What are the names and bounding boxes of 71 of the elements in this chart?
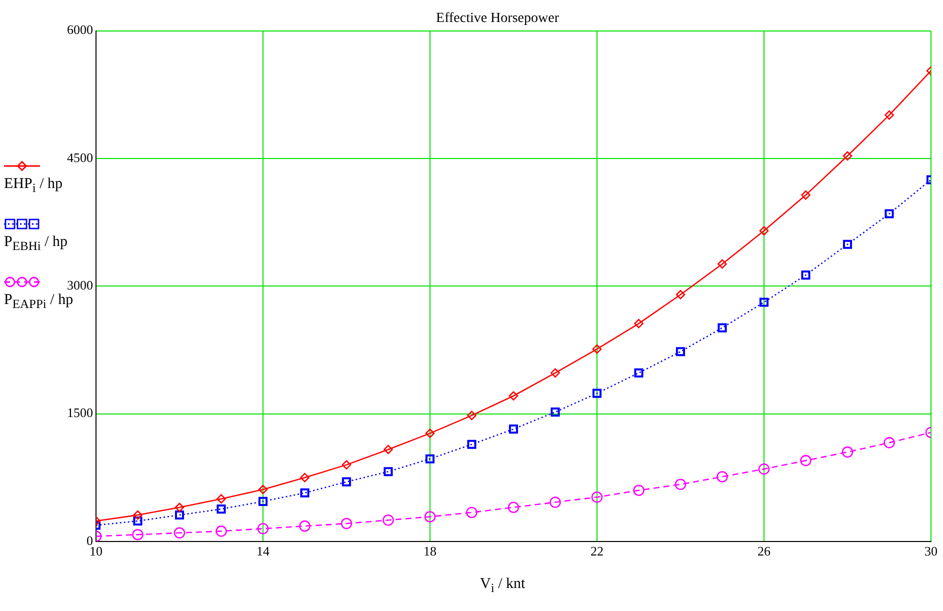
point xyxy=(633,484,644,496)
point xyxy=(132,528,144,540)
point xyxy=(300,488,310,498)
point xyxy=(550,368,560,378)
point xyxy=(634,368,644,378)
point xyxy=(384,444,393,454)
point xyxy=(758,463,770,475)
y-tick-label: 1500 xyxy=(67,405,93,420)
point xyxy=(467,440,476,449)
point xyxy=(634,318,644,328)
point xyxy=(842,240,852,249)
point xyxy=(591,492,603,503)
point xyxy=(676,290,686,300)
point xyxy=(174,502,184,512)
point xyxy=(174,510,184,520)
chart-title: Effective Horsepower xyxy=(436,11,560,26)
point xyxy=(508,424,518,434)
point xyxy=(466,506,478,518)
point xyxy=(258,496,268,506)
point xyxy=(550,408,560,417)
y-tick-label: 6000 xyxy=(67,22,93,38)
point xyxy=(718,323,727,332)
point xyxy=(216,494,226,504)
point xyxy=(884,437,895,448)
point xyxy=(342,477,352,486)
point xyxy=(842,151,852,161)
point xyxy=(592,344,602,354)
x-tick-label: 30 xyxy=(924,544,938,559)
x-axis-title: V$_{i}$ / knt xyxy=(480,576,526,595)
x-tick-label: 22 xyxy=(590,544,604,559)
point xyxy=(884,209,894,218)
point xyxy=(216,526,227,537)
point xyxy=(842,446,854,458)
point xyxy=(424,511,436,522)
point xyxy=(133,510,142,520)
legend-label: EHP$_{i}$ / hp xyxy=(4,176,64,196)
point xyxy=(300,472,310,482)
x-tick-label: 18 xyxy=(424,544,436,559)
point xyxy=(759,298,769,307)
point xyxy=(174,527,186,539)
point xyxy=(299,520,310,532)
point xyxy=(801,270,810,280)
point xyxy=(133,516,142,526)
legend-label: P$_{EBH}$$_{i}$ / hp xyxy=(4,234,68,254)
point xyxy=(216,504,226,514)
point xyxy=(257,522,269,534)
point xyxy=(340,518,352,530)
point xyxy=(592,388,602,398)
point xyxy=(382,514,394,526)
point xyxy=(674,478,686,490)
point xyxy=(884,110,894,120)
point xyxy=(508,391,518,401)
point xyxy=(508,502,520,514)
legend-label: P$_{EAPP}$$_{i}$ / hp xyxy=(4,292,74,312)
point xyxy=(800,454,812,466)
point xyxy=(467,410,476,420)
x-tick-label: 14 xyxy=(256,544,270,559)
point xyxy=(550,496,561,508)
point xyxy=(759,226,769,236)
point xyxy=(425,428,435,438)
point xyxy=(716,471,728,482)
point xyxy=(258,484,268,494)
y-tick-label: 4500 xyxy=(67,150,93,165)
point xyxy=(718,259,727,269)
point xyxy=(342,460,352,470)
point xyxy=(384,467,393,476)
x-tick-label: 26 xyxy=(758,544,771,559)
point xyxy=(676,347,686,356)
y-tick-label: 3000 xyxy=(67,278,93,293)
point xyxy=(801,190,810,200)
point xyxy=(425,454,435,464)
